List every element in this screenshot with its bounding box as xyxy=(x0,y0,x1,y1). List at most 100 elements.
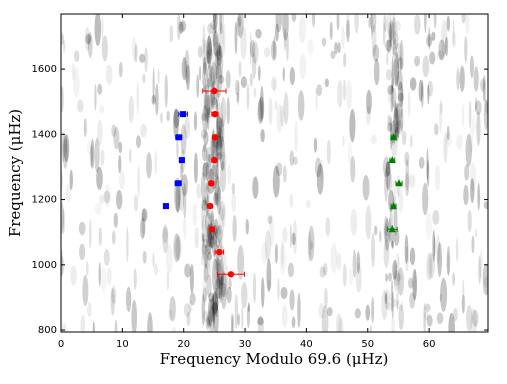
background-streak xyxy=(212,71,216,103)
background-streak xyxy=(371,232,376,268)
background-streak xyxy=(207,64,212,88)
background-streak xyxy=(404,234,409,264)
background-streak xyxy=(221,112,224,142)
background-streak xyxy=(74,50,80,63)
background-streak xyxy=(459,65,465,93)
background-streak xyxy=(276,104,283,133)
y-tick-label: 1200 xyxy=(32,195,57,206)
background-streak xyxy=(433,14,437,29)
background-streak xyxy=(392,30,399,51)
background-streak xyxy=(335,313,342,332)
background-streak xyxy=(428,26,431,50)
background-streak xyxy=(426,252,433,281)
background-streak xyxy=(462,278,465,315)
background-streak xyxy=(281,304,288,328)
background-streak xyxy=(355,263,362,293)
background-streak xyxy=(440,19,448,56)
background-streak xyxy=(374,225,378,236)
background-streak xyxy=(436,234,440,265)
background-streak xyxy=(96,119,103,147)
background-streak xyxy=(61,131,65,163)
background-streak xyxy=(393,107,399,141)
background-streak xyxy=(396,70,403,91)
background-streak xyxy=(469,127,474,153)
background-streak xyxy=(381,290,388,321)
background-streak xyxy=(385,302,392,312)
background-streak xyxy=(164,73,168,108)
y-tick-label: 1600 xyxy=(32,64,57,75)
background-streak xyxy=(213,41,220,59)
background-streak xyxy=(217,259,225,286)
background-streak xyxy=(100,149,105,166)
background-streak xyxy=(160,112,163,124)
background-streak xyxy=(111,124,117,137)
background-streak xyxy=(129,148,132,164)
background-streak xyxy=(211,291,219,315)
background-streak xyxy=(216,273,220,290)
background-streak xyxy=(231,182,236,195)
background-streak xyxy=(391,291,394,320)
background-streak xyxy=(180,158,184,183)
background-streak xyxy=(426,148,429,181)
background-streak xyxy=(395,252,400,269)
background-streak xyxy=(387,114,391,126)
background-streak xyxy=(287,262,295,278)
background-streak xyxy=(186,311,191,327)
background-streak xyxy=(210,19,217,30)
background-streak xyxy=(456,133,463,150)
background-streak xyxy=(289,150,295,167)
point xyxy=(175,134,182,141)
background-streak xyxy=(404,151,410,167)
background-streak xyxy=(316,84,323,96)
background-streak xyxy=(281,240,284,268)
background-streak xyxy=(470,177,475,204)
background-streak xyxy=(176,136,179,160)
background-streak xyxy=(226,96,230,125)
background-streak xyxy=(203,39,208,72)
background-streak xyxy=(240,76,248,88)
background-streak xyxy=(201,244,207,256)
background-streak xyxy=(401,130,407,145)
background-streak xyxy=(399,108,404,132)
background-streak xyxy=(168,309,173,321)
background-streak xyxy=(258,65,261,82)
background-streak xyxy=(391,240,394,249)
background-streak xyxy=(141,208,146,238)
background-streak xyxy=(260,129,265,143)
background-streak xyxy=(97,83,103,95)
background-streak xyxy=(226,286,232,304)
x-tick-label: 60 xyxy=(423,339,436,350)
background-streak xyxy=(115,189,123,210)
background-streak xyxy=(208,305,215,332)
background-streak xyxy=(219,135,225,172)
point xyxy=(211,134,219,141)
background-streak xyxy=(214,49,219,79)
point xyxy=(211,110,219,118)
background-streak xyxy=(207,23,214,35)
plot-frame xyxy=(60,13,489,333)
background-streak xyxy=(452,272,456,286)
background-streak xyxy=(210,210,215,241)
background-streak xyxy=(180,20,187,32)
point xyxy=(216,248,223,256)
background-streak xyxy=(321,305,329,332)
background-streak xyxy=(385,161,391,177)
background-streak xyxy=(437,50,444,60)
x-tick-label: 10 xyxy=(116,339,129,350)
y-tick-label: 1400 xyxy=(32,129,57,140)
background-streak xyxy=(464,164,470,181)
background-streak xyxy=(185,64,191,91)
background-streak xyxy=(389,116,393,150)
background-streak xyxy=(307,38,314,56)
background-streak xyxy=(384,217,390,251)
background-streak xyxy=(291,232,296,246)
background-streak xyxy=(398,304,404,331)
background-streak xyxy=(134,43,138,63)
background-streak xyxy=(314,157,322,178)
background-streak xyxy=(247,302,251,313)
background-streak xyxy=(476,111,481,146)
background-streak xyxy=(439,293,442,302)
background-streak xyxy=(192,203,198,227)
background-streak xyxy=(337,41,341,54)
background-streak xyxy=(200,231,204,247)
